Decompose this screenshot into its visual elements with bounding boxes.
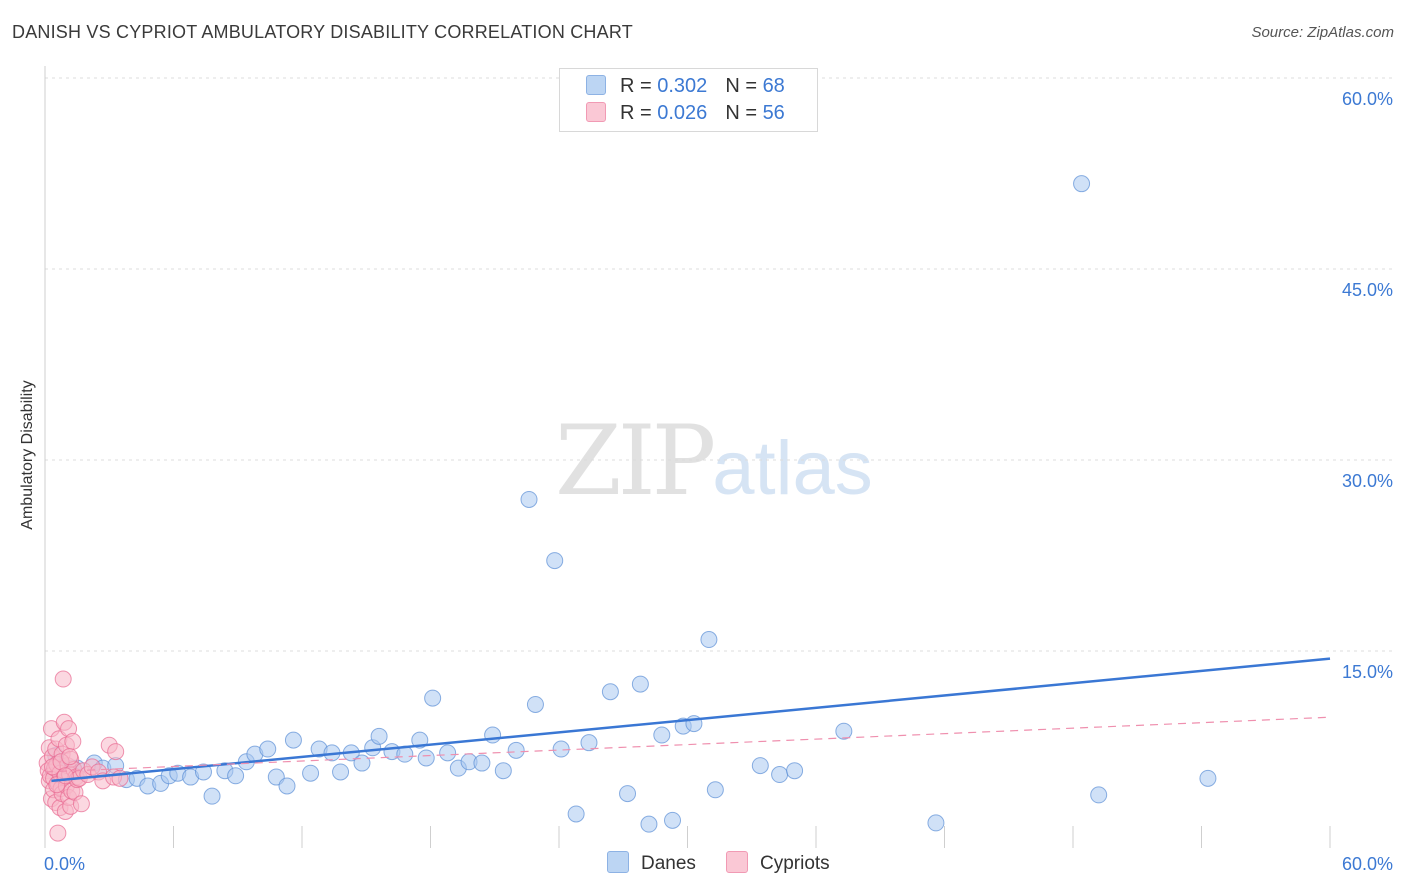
point-cypriots xyxy=(49,824,67,842)
point-danes xyxy=(619,785,637,803)
point-danes xyxy=(631,675,649,693)
point-danes xyxy=(284,731,302,749)
legend-n-label: N = xyxy=(725,102,763,124)
point-danes xyxy=(601,683,619,701)
point-cypriots xyxy=(72,795,90,813)
trend-line-cypriots xyxy=(44,716,1331,773)
point-danes xyxy=(227,767,245,785)
point-danes xyxy=(751,757,769,775)
y-tick-label: 15.0% xyxy=(1342,662,1393,682)
point-danes xyxy=(567,805,585,823)
point-danes xyxy=(473,754,491,772)
legend-n-value: 68 xyxy=(762,75,785,97)
bottom-legend-cypriots: Cypriots xyxy=(726,851,830,877)
bottom-legend-swatch-cypriots xyxy=(726,851,748,873)
legend: R = 0.302 N = 68 R = 0.026 N = 56 xyxy=(559,68,818,132)
point-danes xyxy=(706,781,724,799)
point-danes xyxy=(203,787,221,805)
source-credit: Source: ZipAtlas.com xyxy=(1251,24,1394,41)
point-danes xyxy=(552,740,570,758)
point-cypriots xyxy=(64,732,82,750)
point-danes xyxy=(494,762,512,780)
point-danes xyxy=(526,695,544,713)
point-danes xyxy=(664,811,682,829)
y-tick-label: 60.0% xyxy=(1342,89,1393,109)
point-cypriots xyxy=(56,767,74,785)
point-danes xyxy=(927,814,945,832)
legend-r-label: R = xyxy=(620,102,658,124)
legend-r-label: R = xyxy=(620,75,658,97)
bottom-legend-danes: Danes xyxy=(607,851,696,877)
x-tick-label: 60.0% xyxy=(1342,854,1393,874)
point-danes xyxy=(546,552,564,570)
point-danes xyxy=(835,722,853,740)
point-danes xyxy=(370,727,388,745)
legend-r-value: 0.026 xyxy=(657,102,708,124)
bottom-legend-label-cypriots: Cypriots xyxy=(760,853,830,874)
legend-row-cypriots: R = 0.026 N = 56 xyxy=(586,102,785,126)
chart-title: DANISH VS CYPRIOT AMBULATORY DISABILITY … xyxy=(12,22,633,42)
point-danes xyxy=(580,734,598,752)
point-danes xyxy=(417,749,435,767)
legend-swatch-danes xyxy=(586,75,606,95)
point-danes xyxy=(1199,769,1217,787)
point-danes xyxy=(771,766,789,784)
point-danes xyxy=(700,631,718,649)
point-danes xyxy=(786,762,804,780)
legend-n-value: 56 xyxy=(762,102,785,124)
point-danes xyxy=(332,763,350,781)
point-danes xyxy=(484,726,502,744)
point-danes xyxy=(653,726,671,744)
y-tick-label: 45.0% xyxy=(1342,280,1393,300)
trend-line-danes xyxy=(51,657,1331,783)
point-cypriots xyxy=(54,670,72,688)
x-tick-label: 0.0% xyxy=(44,854,85,874)
legend-n-label: N = xyxy=(725,75,763,97)
point-danes xyxy=(1090,786,1108,804)
point-danes xyxy=(353,754,371,772)
legend-r-value: 0.302 xyxy=(657,75,708,97)
point-danes xyxy=(640,815,658,833)
point-danes xyxy=(302,764,320,782)
bottom-legend-swatch-danes xyxy=(607,851,629,873)
point-danes xyxy=(424,689,442,707)
y-tick-label: 30.0% xyxy=(1342,471,1393,491)
point-danes xyxy=(507,741,525,759)
legend-swatch-cypriots xyxy=(586,102,606,122)
bottom-legend-label-danes: Danes xyxy=(641,853,696,874)
point-danes xyxy=(278,777,296,795)
point-cypriots xyxy=(61,748,79,766)
point-danes xyxy=(1073,175,1091,193)
point-danes xyxy=(520,490,538,508)
legend-row-danes: R = 0.302 N = 68 xyxy=(586,75,785,99)
point-cypriots xyxy=(107,743,125,761)
point-danes xyxy=(259,740,277,758)
point-danes xyxy=(439,744,457,762)
